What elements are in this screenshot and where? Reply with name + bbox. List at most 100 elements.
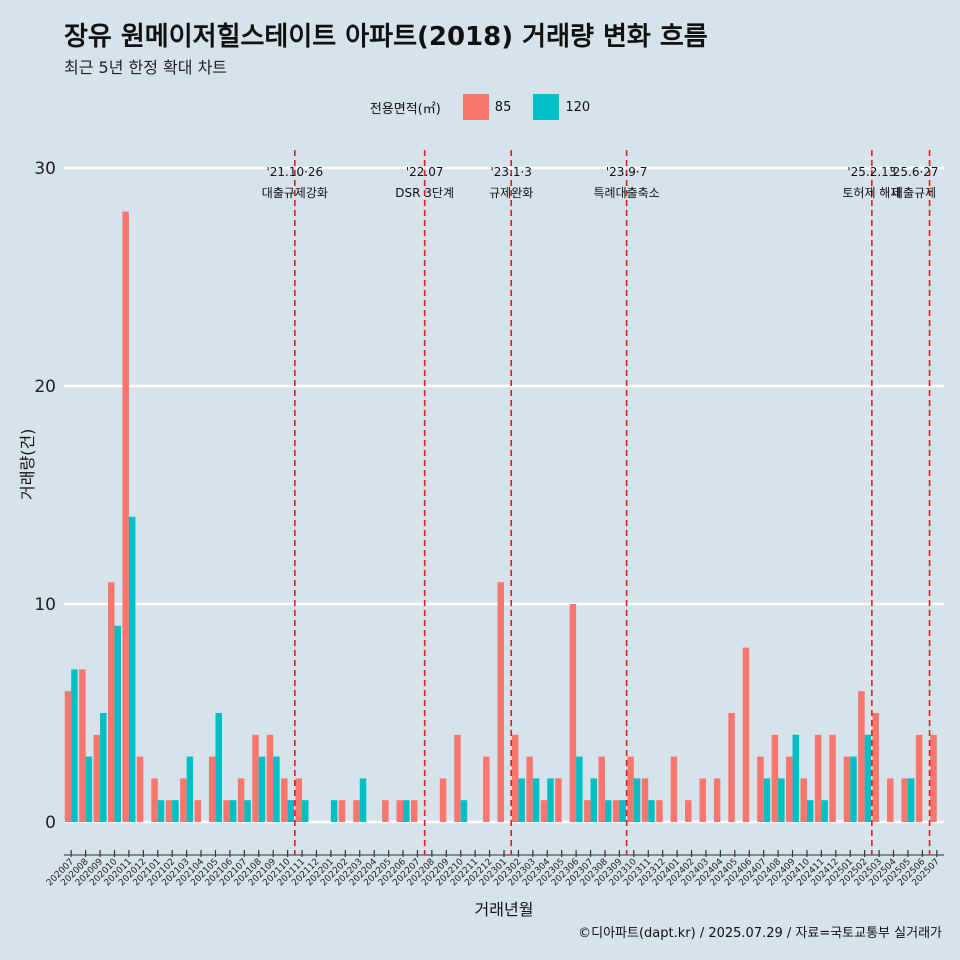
bar-85-202303 [526, 756, 533, 822]
bar-120-202201 [330, 800, 338, 822]
bar-120-202407 [763, 778, 771, 822]
bar-85-202007 [64, 691, 72, 822]
event-date: '23.9·7 [606, 165, 647, 179]
event-date: '22.07 [406, 165, 444, 179]
bar-85-202506 [915, 734, 923, 822]
bar-85-202401 [670, 756, 678, 822]
y-tick-label: 0 [45, 813, 56, 833]
bar-120-202108 [258, 756, 266, 822]
legend-label-85: 85 [494, 99, 512, 115]
bar-85-202312 [656, 800, 663, 822]
legend-swatch-120 [533, 94, 560, 120]
bar-120-202111 [302, 800, 309, 822]
bar-85-202205 [382, 800, 389, 822]
bar-85-202110 [281, 778, 288, 822]
bar-120-202106 [229, 800, 237, 822]
bar-120-202206 [403, 800, 410, 822]
bar-120-202302 [518, 778, 525, 822]
bar-85-202412 [829, 734, 836, 822]
bar-85-202501 [843, 756, 851, 822]
legend-swatch-85 [462, 94, 489, 120]
bar-85-202405 [728, 713, 735, 822]
bar-120-202505 [907, 778, 915, 822]
bar-120-202308 [604, 800, 612, 822]
bar-120-202410 [806, 800, 814, 822]
bar-85-202302 [511, 734, 519, 822]
bar-120-202411 [821, 800, 828, 822]
bar-120-202306 [576, 756, 583, 822]
bar-120-202203 [359, 778, 367, 822]
bar-120-202107 [244, 800, 251, 822]
bar-85-202212 [483, 756, 490, 822]
bar-85-202011 [122, 211, 129, 823]
bar-85-202111 [295, 778, 303, 822]
bar-120-202502 [864, 734, 872, 822]
bar-85-202305 [555, 778, 562, 822]
bar-120-202008 [85, 756, 93, 822]
bar-85-202105 [208, 756, 216, 822]
bar-120-202007 [71, 669, 78, 822]
bar-85-202210 [454, 734, 461, 822]
chart-subtitle: 최근 5년 한정 확대 차트 [64, 58, 228, 77]
bar-85-202308 [598, 756, 605, 822]
bar-120-202103 [186, 756, 194, 822]
event-label: 대출규제강화 [262, 186, 328, 200]
event-date: '25.2.13 [847, 165, 896, 179]
bar-85-202407 [757, 756, 764, 822]
bar-85-202108 [252, 734, 259, 822]
bar-120-202110 [287, 800, 295, 822]
bar-120-202309 [619, 800, 626, 822]
bar-85-202311 [641, 778, 649, 822]
bar-85-202103 [180, 778, 187, 822]
bar-120-202311 [648, 800, 655, 822]
chart-title: 장유 원메이저힐스테이트 아파트(2018) 거래량 변화 흐름 [64, 22, 708, 52]
bar-85-202505 [901, 778, 908, 822]
event-date: '23.1·3 [490, 165, 531, 179]
bar-120-202210 [460, 800, 468, 822]
bar-85-202502 [858, 691, 865, 822]
bar-85-202404 [713, 778, 721, 822]
bar-85-202409 [786, 756, 793, 822]
bar-85-202009 [93, 734, 101, 822]
event-date: '21.10·26 [266, 165, 323, 179]
bar-120-202310 [633, 778, 641, 822]
bar-85-202403 [699, 778, 706, 822]
bar-85-202402 [685, 800, 692, 822]
bar-85-202207 [410, 800, 418, 822]
bar-85-202010 [108, 582, 115, 822]
bar-85-202504 [887, 778, 894, 822]
y-tick-label: 10 [34, 595, 56, 615]
bar-85-202507 [930, 734, 937, 822]
caption: ©디아파트(dapt.kr) / 2025.07.29 / 자료=국토교통부 실… [578, 926, 942, 941]
bar-85-202209 [439, 778, 447, 822]
bar-120-202009 [100, 713, 107, 822]
event-label: 규제완화 [489, 186, 533, 200]
event-label: DSR 3단계 [395, 186, 454, 200]
bar-85-202306 [569, 604, 577, 822]
bar-120-202303 [532, 778, 540, 822]
bar-85-202406 [742, 647, 750, 822]
bar-85-202310 [627, 756, 634, 822]
bar-85-202104 [194, 800, 202, 822]
bar-85-202109 [266, 734, 274, 822]
bar-85-202309 [612, 800, 620, 822]
bar-85-202107 [237, 778, 245, 822]
bar-120-202011 [128, 516, 136, 822]
bar-85-202301 [497, 582, 504, 822]
bar-85-202102 [165, 800, 173, 822]
bar-85-202106 [223, 800, 230, 822]
bar-85-202012 [136, 756, 144, 822]
bar-85-202503 [872, 713, 880, 822]
bar-85-202304 [540, 800, 548, 822]
bar-85-202008 [79, 669, 86, 822]
bar-120-202010 [114, 625, 121, 822]
event-label: 특례대출축소 [593, 186, 659, 200]
x-axis-label: 거래년월 [475, 900, 534, 919]
legend-label-120: 120 [565, 99, 591, 115]
bar-85-202307 [584, 800, 591, 822]
bar-85-202202 [338, 800, 346, 822]
bar-120-202105 [215, 713, 222, 822]
bar-120-202307 [590, 778, 598, 822]
bar-120-202409 [792, 734, 800, 822]
